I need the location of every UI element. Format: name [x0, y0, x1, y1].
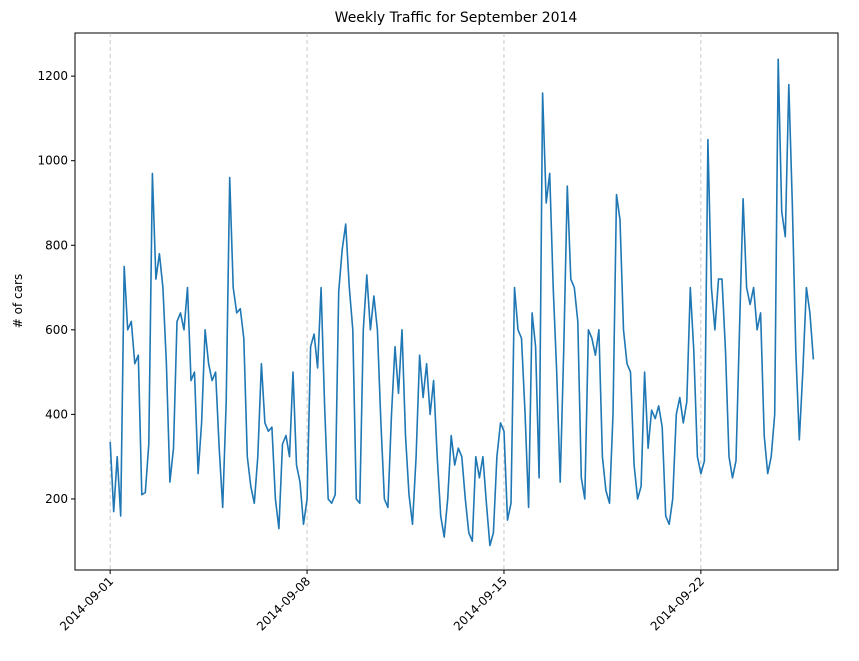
y-tick-label: 1000 [37, 154, 68, 168]
x-tick-label: 2014-09-22 [648, 574, 707, 633]
y-tick-label: 400 [45, 407, 68, 421]
chart-title: Weekly Traffic for September 2014 [335, 10, 578, 26]
y-axis-label: # of cars [11, 274, 25, 328]
y-tick-label: 200 [45, 492, 68, 506]
x-tick-label: 2014-09-15 [451, 574, 510, 633]
x-tick-label: 2014-09-01 [57, 574, 116, 633]
y-tick-label: 600 [45, 323, 68, 337]
y-tick-label: 800 [45, 238, 68, 252]
y-tick-label: 1200 [37, 69, 68, 83]
line-series [109, 58, 815, 547]
plot-frame [74, 32, 839, 571]
x-tick-label: 2014-09-08 [254, 574, 313, 633]
